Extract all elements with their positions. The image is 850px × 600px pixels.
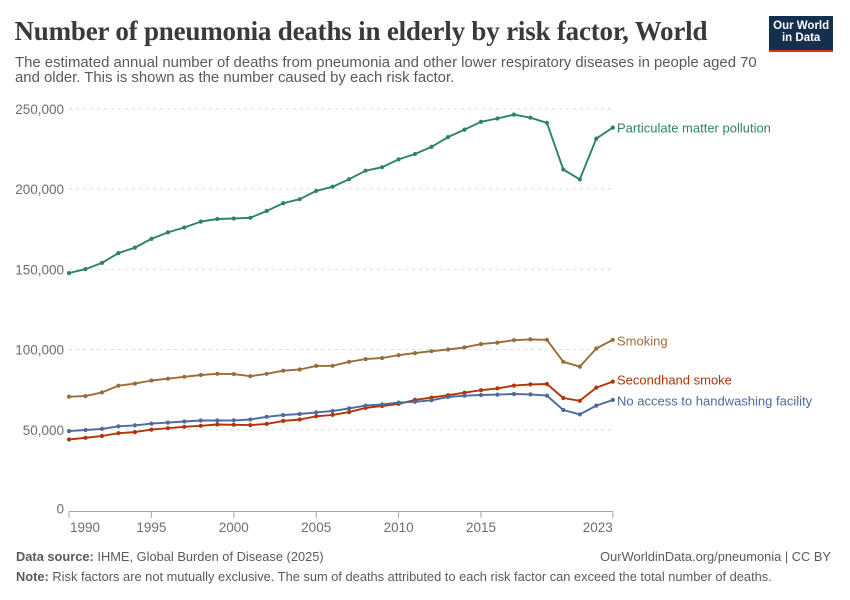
svg-text:2010: 2010 xyxy=(384,520,414,535)
svg-text:Smoking: Smoking xyxy=(617,334,668,349)
svg-text:Secondhand smoke: Secondhand smoke xyxy=(617,373,732,388)
svg-text:250,000: 250,000 xyxy=(15,102,64,117)
svg-text:1990: 1990 xyxy=(70,520,100,535)
svg-text:2000: 2000 xyxy=(219,520,249,535)
svg-text:No access to handwashing facil: No access to handwashing facility xyxy=(617,394,813,409)
svg-text:100,000: 100,000 xyxy=(15,343,64,358)
svg-text:50,000: 50,000 xyxy=(23,423,64,438)
svg-text:1995: 1995 xyxy=(136,520,166,535)
svg-text:0: 0 xyxy=(56,502,64,517)
svg-text:200,000: 200,000 xyxy=(15,182,64,197)
svg-text:2005: 2005 xyxy=(301,520,331,535)
svg-text:Particulate matter pollution: Particulate matter pollution xyxy=(617,121,771,136)
svg-text:150,000: 150,000 xyxy=(15,262,64,277)
svg-text:2023: 2023 xyxy=(583,520,613,535)
svg-text:2015: 2015 xyxy=(466,520,496,535)
